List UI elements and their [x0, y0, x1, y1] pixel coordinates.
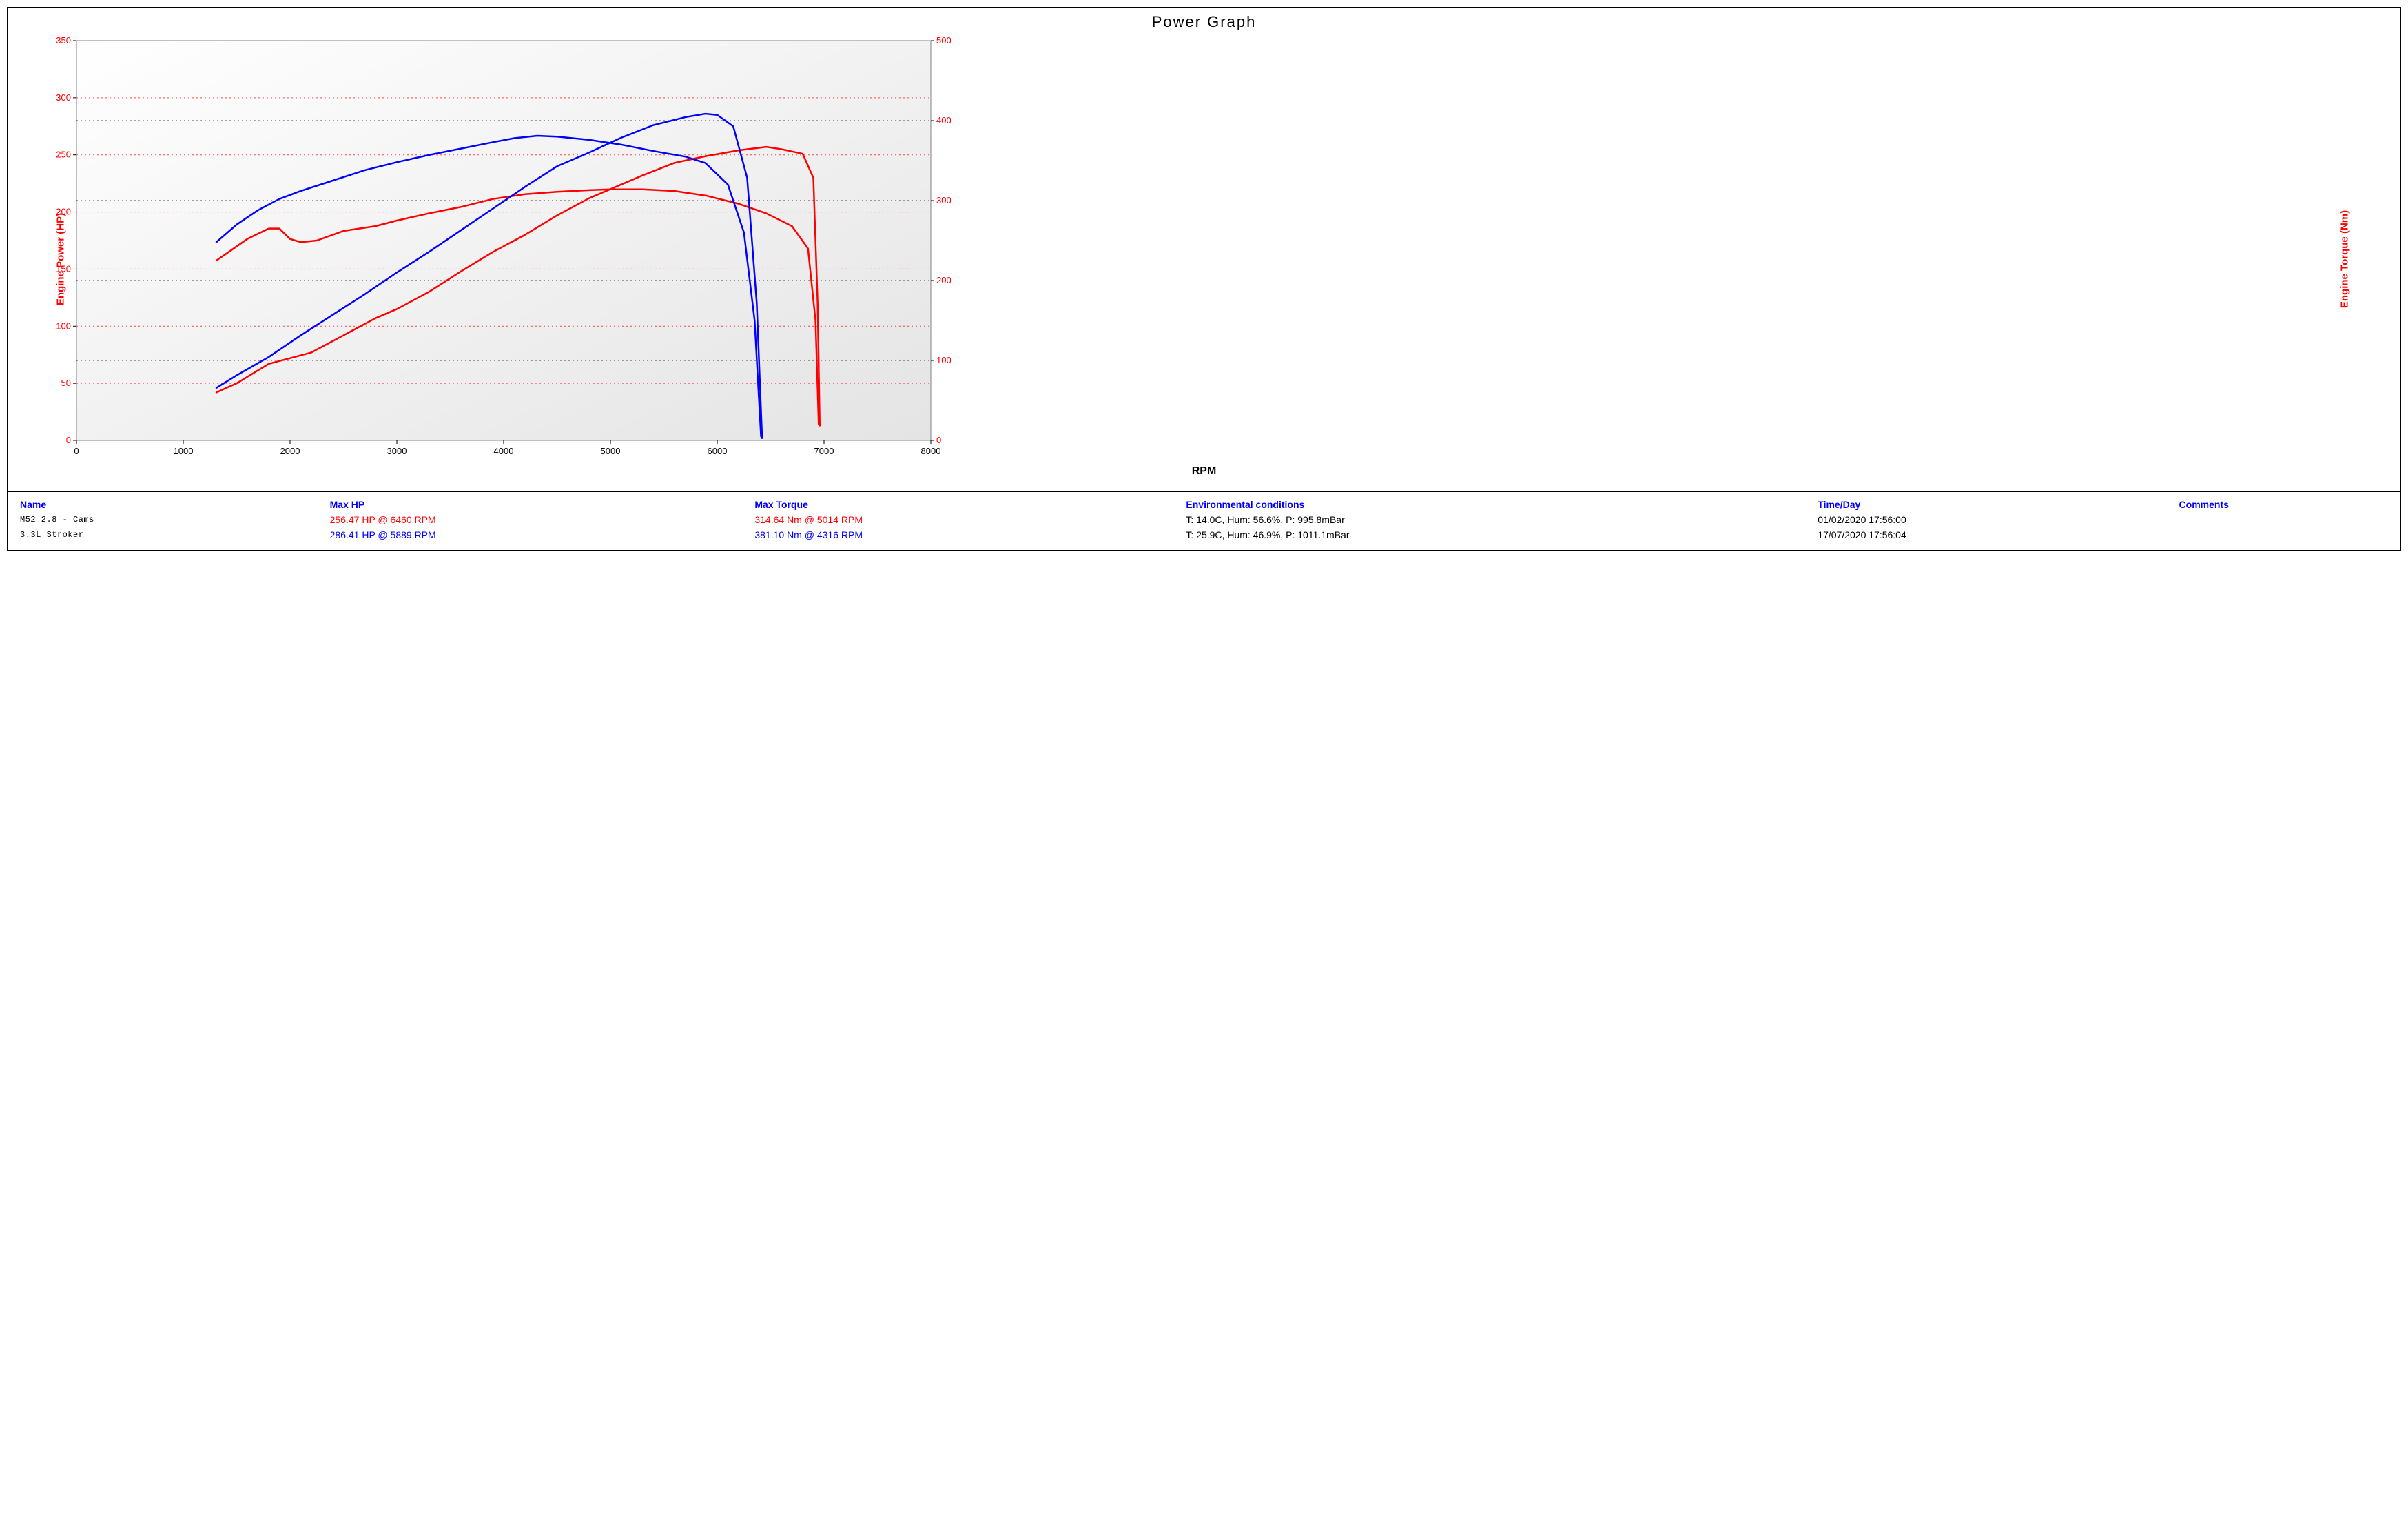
run-info-table: Name Max HP Max Torque Environmental con… [8, 491, 2400, 550]
svg-text:6000: 6000 [708, 446, 728, 456]
svg-text:50: 50 [61, 378, 71, 388]
svg-text:5000: 5000 [601, 446, 621, 456]
svg-text:300: 300 [936, 195, 951, 205]
svg-text:8000: 8000 [921, 446, 941, 456]
col-time: Time/Day [1812, 498, 2172, 511]
col-name: Name [14, 498, 323, 511]
svg-text:2000: 2000 [280, 446, 300, 456]
col-comments: Comments [2174, 498, 2394, 511]
svg-text:0: 0 [74, 446, 79, 456]
svg-text:4000: 4000 [494, 446, 514, 456]
y-right-axis-label: Engine Torque (Nm) [2338, 210, 2350, 308]
svg-text:7000: 7000 [814, 446, 834, 456]
svg-text:100: 100 [936, 355, 951, 365]
table-row: 3.3L Stroker286.41 HP @ 5889 RPM381.10 N… [14, 528, 2394, 542]
svg-text:1000: 1000 [174, 446, 194, 456]
svg-text:100: 100 [56, 320, 71, 331]
chart-area: Engine Power (HP) Engine Torque (Nm) 0 50… [35, 34, 2373, 485]
svg-text:3000: 3000 [387, 446, 407, 456]
svg-text:300: 300 [56, 92, 71, 103]
svg-text:200: 200 [936, 275, 951, 285]
svg-text:350: 350 [56, 35, 71, 45]
table-header-row: Name Max HP Max Torque Environmental con… [14, 498, 2394, 511]
table-row: M52 2.8 - Cams256.47 HP @ 6460 RPM314.64… [14, 513, 2394, 527]
col-maxhp: Max HP [325, 498, 748, 511]
dyno-report-frame: Power Graph Engine Power (HP) Engine Tor… [7, 7, 2401, 551]
svg-text:250: 250 [56, 150, 71, 160]
y-left-axis-label: Engine Power (HP) [55, 213, 67, 305]
chart-title: Power Graph [8, 8, 2400, 34]
svg-text:500: 500 [936, 35, 951, 45]
svg-text:0: 0 [936, 435, 941, 445]
svg-text:0: 0 [66, 435, 71, 445]
svg-text:400: 400 [936, 115, 951, 125]
x-axis-label: RPM [35, 461, 2373, 485]
col-maxtq: Max Torque [749, 498, 1179, 511]
dyno-chart: 0501001502002503003500100200300400500010… [35, 34, 972, 461]
col-env: Environmental conditions [1180, 498, 1811, 511]
